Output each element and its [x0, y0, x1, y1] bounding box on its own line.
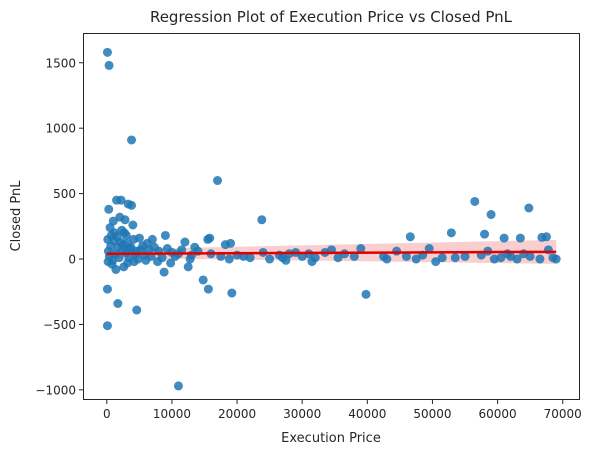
y-tick-label: −500	[43, 318, 76, 332]
data-point	[392, 246, 402, 256]
data-point	[382, 254, 392, 264]
data-point	[535, 254, 545, 264]
data-point	[185, 254, 195, 264]
data-point	[160, 230, 170, 240]
data-point	[102, 284, 112, 294]
data-point	[127, 135, 137, 145]
data-point	[102, 321, 112, 331]
x-tick-label: 50000	[413, 407, 451, 421]
data-point	[198, 275, 208, 285]
data-point	[486, 210, 496, 220]
data-point	[111, 264, 121, 274]
data-point	[480, 229, 490, 239]
data-point	[499, 233, 509, 243]
y-tick-label: −1000	[35, 383, 76, 397]
data-point	[245, 253, 255, 263]
data-point	[512, 254, 522, 264]
data-point	[120, 215, 130, 225]
data-point	[361, 289, 371, 299]
regression-line	[106, 250, 557, 256]
data-point	[157, 253, 167, 263]
data-point	[190, 242, 200, 252]
data-point	[159, 267, 169, 277]
y-tick-label: 1500	[45, 56, 76, 70]
data-point	[460, 251, 470, 261]
data-point	[104, 204, 114, 214]
data-point	[102, 47, 112, 57]
y-tick-label: 1000	[45, 122, 76, 136]
data-point	[124, 253, 134, 263]
data-point	[537, 232, 547, 242]
y-axis: −1000 −500 0 500 1000 1500	[35, 56, 84, 397]
data-point	[203, 284, 213, 294]
x-axis: 0 10000 20000 30000 40000 50000 60000 70000	[103, 399, 582, 421]
data-point	[431, 257, 441, 267]
data-point	[129, 234, 138, 244]
x-tick-label: 0	[103, 407, 111, 421]
data-point	[307, 257, 317, 267]
data-point	[424, 244, 434, 254]
data-point	[470, 196, 480, 206]
x-tick-label: 40000	[348, 407, 386, 421]
data-point	[551, 254, 561, 264]
data-point	[437, 253, 447, 263]
y-axis-label: Closed PnL	[9, 180, 24, 252]
data-point	[127, 200, 137, 210]
y-tick-label: 500	[53, 187, 76, 201]
data-point	[525, 251, 535, 261]
data-point	[349, 251, 359, 261]
data-point	[142, 238, 152, 248]
chart-title: Regression Plot of Execution Price vs Cl…	[150, 8, 513, 26]
x-tick-label: 30000	[283, 407, 321, 421]
data-point	[515, 233, 525, 243]
data-point	[224, 254, 234, 264]
data-point	[149, 242, 159, 252]
data-point	[116, 195, 126, 205]
data-point	[162, 244, 172, 254]
data-point	[177, 245, 187, 255]
data-point	[496, 253, 506, 263]
data-point	[411, 254, 421, 264]
data-point	[356, 244, 366, 254]
data-point	[119, 228, 129, 238]
data-point	[113, 299, 123, 308]
data-point	[114, 253, 124, 263]
x-axis-label: Execution Price	[281, 431, 381, 446]
data-point	[126, 242, 136, 252]
x-tick-label: 60000	[478, 407, 516, 421]
data-point	[333, 253, 343, 263]
x-tick-label: 20000	[218, 407, 256, 421]
data-point	[265, 254, 275, 264]
data-point	[166, 258, 176, 268]
data-point	[227, 288, 237, 298]
data-point	[450, 253, 460, 263]
regression-line-layer	[106, 250, 557, 256]
data-point	[405, 232, 415, 242]
data-point	[133, 254, 143, 264]
data-point	[180, 237, 190, 247]
data-point	[205, 233, 215, 243]
data-point	[183, 262, 193, 272]
data-point	[446, 228, 456, 238]
y-tick-label: 0	[68, 253, 76, 267]
data-point	[104, 60, 114, 70]
plot-area-frame	[83, 33, 580, 400]
x-tick-label: 10000	[153, 407, 191, 421]
data-point	[128, 220, 138, 230]
data-point	[173, 381, 183, 391]
x-tick-label: 70000	[544, 407, 582, 421]
data-point	[524, 203, 534, 213]
data-point	[502, 249, 512, 259]
data-point	[281, 255, 291, 265]
data-point	[132, 305, 142, 315]
data-point	[257, 215, 267, 225]
data-point	[226, 238, 236, 248]
data-point	[401, 251, 411, 261]
data-point	[213, 176, 223, 186]
